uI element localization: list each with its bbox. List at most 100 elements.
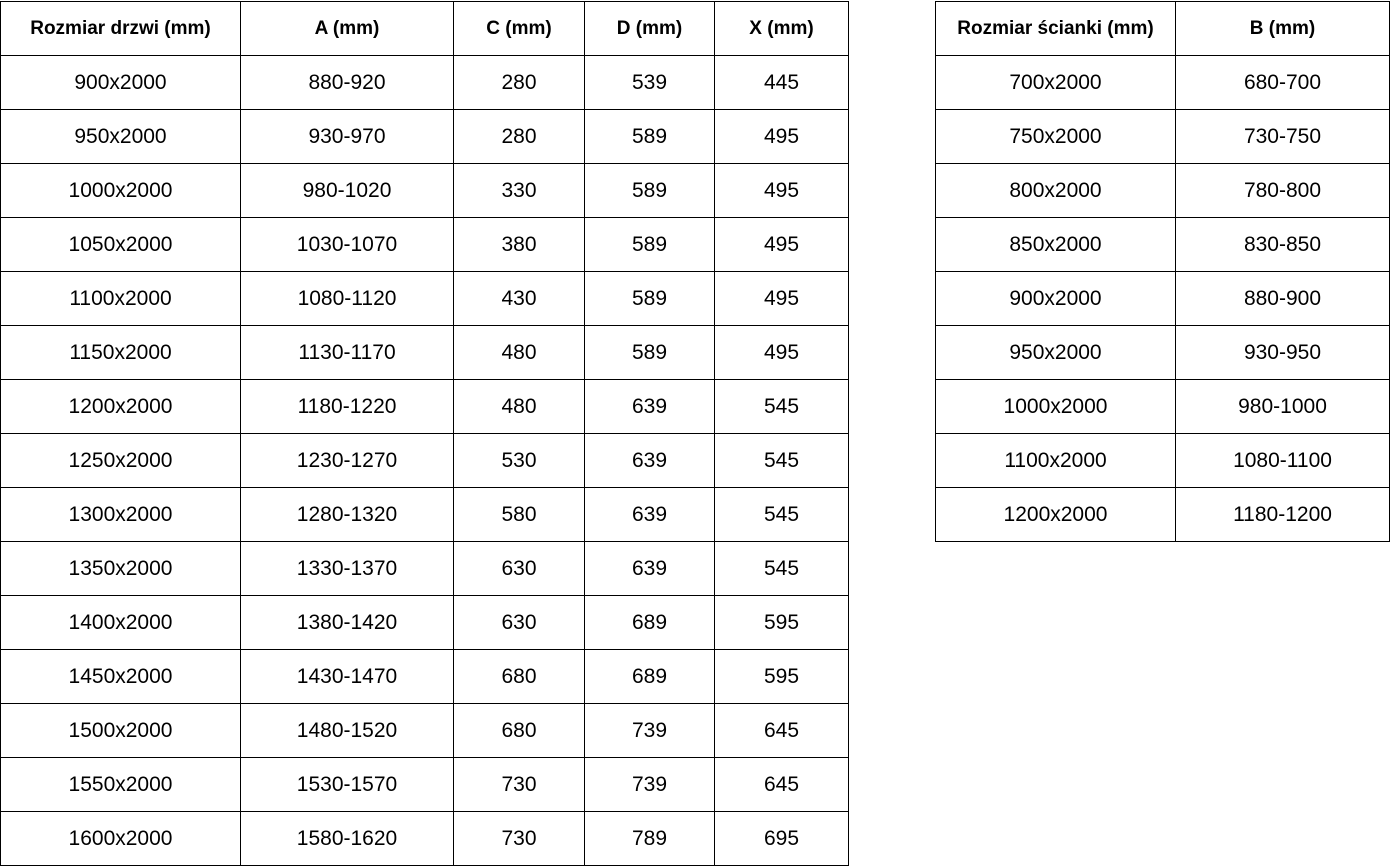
door-cell-r4-c0: 1100x2000: [0, 271, 241, 326]
table-row: 750x2000 730-750: [935, 109, 1390, 164]
wall-cell-r5-c1: 930-950: [1175, 325, 1390, 380]
table-row: 1500x2000 1480-1520 680 739 645: [0, 703, 849, 758]
wall-cell-r2-c0: 800x2000: [935, 163, 1176, 218]
door-cell-r0-c1: 880-920: [240, 55, 454, 110]
door-cell-r10-c4: 595: [714, 595, 849, 650]
wall-cell-r3-c0: 850x2000: [935, 217, 1176, 272]
wall-cell-r7-c0: 1100x2000: [935, 433, 1176, 488]
door-cell-r1-c0: 950x2000: [0, 109, 241, 164]
door-cell-r11-c1: 1430-1470: [240, 649, 454, 704]
door-cell-r10-c2: 630: [453, 595, 585, 650]
door-cell-r14-c4: 695: [714, 811, 849, 866]
table-row: 1550x2000 1530-1570 730 739 645: [0, 757, 849, 812]
table-row: 1600x2000 1580-1620 730 789 695: [0, 811, 849, 866]
door-cell-r8-c1: 1280-1320: [240, 487, 454, 542]
door-cell-r6-c1: 1180-1220: [240, 379, 454, 434]
door-cell-r12-c0: 1500x2000: [0, 703, 241, 758]
table-row: 1050x2000 1030-1070 380 589 495: [0, 217, 849, 272]
wall-cell-r2-c1: 780-800: [1175, 163, 1390, 218]
door-cell-r4-c2: 430: [453, 271, 585, 326]
table-row: 900x2000 880-920 280 539 445: [0, 55, 849, 110]
door-cell-r0-c3: 539: [584, 55, 715, 110]
door-cell-r1-c1: 930-970: [240, 109, 454, 164]
wall-cell-r6-c0: 1000x2000: [935, 379, 1176, 434]
door-cell-r3-c2: 380: [453, 217, 585, 272]
door-cell-r7-c1: 1230-1270: [240, 433, 454, 488]
door-cell-r10-c1: 1380-1420: [240, 595, 454, 650]
door-cell-r13-c3: 739: [584, 757, 715, 812]
door-cell-r13-c1: 1530-1570: [240, 757, 454, 812]
table-row: 700x2000 680-700: [935, 55, 1390, 110]
door-column-header-3: D (mm): [584, 1, 715, 56]
door-cell-r1-c2: 280: [453, 109, 585, 164]
door-cell-r9-c0: 1350x2000: [0, 541, 241, 596]
door-cell-r14-c1: 1580-1620: [240, 811, 454, 866]
wall-panel-size-table: Rozmiar ścianki (mm) B (mm) 700x2000 680-7…: [935, 1, 1390, 542]
door-cell-r13-c2: 730: [453, 757, 585, 812]
table-row: 1000x2000 980-1000: [935, 379, 1390, 434]
door-cell-r11-c0: 1450x2000: [0, 649, 241, 704]
wall-cell-r8-c0: 1200x2000: [935, 487, 1176, 542]
door-column-header-1: A (mm): [240, 1, 454, 56]
door-cell-r8-c4: 545: [714, 487, 849, 542]
door-cell-r1-c4: 495: [714, 109, 849, 164]
door-cell-r12-c4: 645: [714, 703, 849, 758]
wall-cell-r6-c1: 980-1000: [1175, 379, 1390, 434]
door-cell-r3-c1: 1030-1070: [240, 217, 454, 272]
door-cell-r11-c3: 689: [584, 649, 715, 704]
door-cell-r5-c4: 495: [714, 325, 849, 380]
door-cell-r7-c2: 530: [453, 433, 585, 488]
wall-column-header-0: Rozmiar ścianki (mm): [935, 1, 1176, 56]
wall-table-header: Rozmiar ścianki (mm) B (mm): [935, 1, 1390, 56]
door-cell-r4-c3: 589: [584, 271, 715, 326]
door-cell-r2-c0: 1000x2000: [0, 163, 241, 218]
door-cell-r1-c3: 589: [584, 109, 715, 164]
door-cell-r0-c4: 445: [714, 55, 849, 110]
door-cell-r7-c0: 1250x2000: [0, 433, 241, 488]
table-row: 1150x2000 1130-1170 480 589 495: [0, 325, 849, 380]
door-column-header-4: X (mm): [714, 1, 849, 56]
door-cell-r13-c0: 1550x2000: [0, 757, 241, 812]
door-cell-r5-c1: 1130-1170: [240, 325, 454, 380]
wall-cell-r7-c1: 1080-1100: [1175, 433, 1390, 488]
door-cell-r6-c3: 639: [584, 379, 715, 434]
wall-cell-r3-c1: 830-850: [1175, 217, 1390, 272]
door-cell-r5-c3: 589: [584, 325, 715, 380]
table-row: 950x2000 930-970 280 589 495: [0, 109, 849, 164]
door-cell-r0-c2: 280: [453, 55, 585, 110]
door-cell-r12-c2: 680: [453, 703, 585, 758]
door-cell-r9-c1: 1330-1370: [240, 541, 454, 596]
door-cell-r14-c0: 1600x2000: [0, 811, 241, 866]
door-column-header-2: C (mm): [453, 1, 585, 56]
door-table-body: 900x2000 880-920 280 539 445 950x2000 930-970 2…: [0, 55, 849, 866]
wall-cell-r0-c0: 700x2000: [935, 55, 1176, 110]
door-cell-r11-c4: 595: [714, 649, 849, 704]
table-row: 1250x2000 1230-1270 530 639 545: [0, 433, 849, 488]
door-cell-r12-c1: 1480-1520: [240, 703, 454, 758]
wall-cell-r4-c1: 880-900: [1175, 271, 1390, 326]
table-row: 1400x2000 1380-1420 630 689 595: [0, 595, 849, 650]
table-row: 1450x2000 1430-1470 680 689 595: [0, 649, 849, 704]
door-cell-r9-c2: 630: [453, 541, 585, 596]
table-header-row: Rozmiar drzwi (mm) A (mm) C (mm) D (mm) X (m…: [0, 1, 849, 56]
door-cell-r9-c3: 639: [584, 541, 715, 596]
wall-cell-r1-c1: 730-750: [1175, 109, 1390, 164]
door-cell-r11-c2: 680: [453, 649, 585, 704]
door-cell-r9-c4: 545: [714, 541, 849, 596]
table-row: 1100x2000 1080-1100: [935, 433, 1390, 488]
wall-cell-r5-c0: 950x2000: [935, 325, 1176, 380]
door-cell-r7-c3: 639: [584, 433, 715, 488]
door-cell-r7-c4: 545: [714, 433, 849, 488]
door-size-table: Rozmiar drzwi (mm) A (mm) C (mm) D (mm) X (m…: [0, 1, 849, 866]
door-cell-r14-c2: 730: [453, 811, 585, 866]
door-cell-r2-c3: 589: [584, 163, 715, 218]
door-column-header-0: Rozmiar drzwi (mm): [0, 1, 241, 56]
table-row: 1200x2000 1180-1220 480 639 545: [0, 379, 849, 434]
door-cell-r4-c4: 495: [714, 271, 849, 326]
table-row: 800x2000 780-800: [935, 163, 1390, 218]
door-cell-r6-c4: 545: [714, 379, 849, 434]
door-cell-r2-c4: 495: [714, 163, 849, 218]
door-cell-r14-c3: 789: [584, 811, 715, 866]
door-cell-r8-c3: 639: [584, 487, 715, 542]
door-cell-r0-c0: 900x2000: [0, 55, 241, 110]
